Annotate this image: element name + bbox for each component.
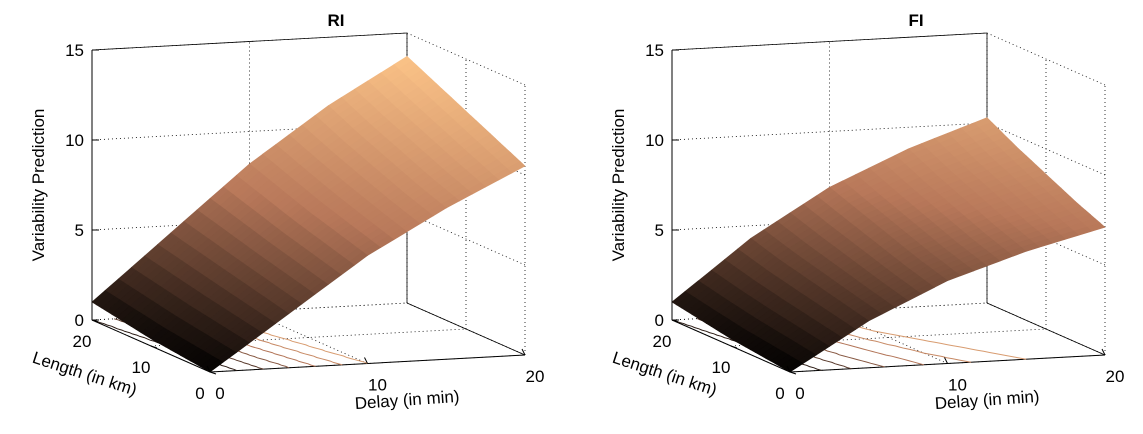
x-tick-mark	[944, 357, 948, 364]
x-tick-label: 10	[368, 376, 387, 395]
zgrid-back-wall	[671, 212, 988, 231]
y-tick-label: 10	[132, 358, 151, 377]
z-tick-label: 15	[645, 41, 664, 60]
xgrid-floor	[249, 311, 368, 364]
y-tick-mark	[789, 371, 797, 375]
x-tick-label: 0	[215, 384, 224, 403]
x-tick-label: 20	[1106, 367, 1125, 386]
x-tick-label: 0	[795, 384, 804, 403]
z-axis-label: Variability Prediction	[609, 109, 628, 262]
z-tick-label: 15	[65, 41, 84, 60]
x-tick-mark	[364, 357, 368, 364]
x-tick-mark	[786, 365, 791, 373]
x-tick-mark	[1101, 348, 1106, 356]
y-tick-mark	[91, 319, 99, 323]
box-edge-floor	[406, 302, 526, 356]
zgrid-back-wall	[91, 122, 408, 141]
y-tick-mark	[150, 345, 158, 349]
surface-patch	[204, 359, 224, 373]
chart-title: FI	[908, 11, 923, 30]
x-tick-mark	[206, 365, 211, 373]
y-tick-label: 20	[73, 332, 92, 351]
y-tick-label: 0	[775, 384, 784, 403]
xgrid-floor	[829, 311, 948, 364]
z-tick-label: 10	[65, 131, 84, 150]
box-edge-top	[91, 32, 408, 51]
y-tick-mark	[671, 319, 679, 323]
y-axis-label: Length (in km)	[30, 348, 139, 400]
x-tick-label: 20	[526, 367, 545, 386]
z-tick-label: 0	[655, 311, 664, 330]
chart-title: RI	[328, 11, 345, 30]
surface	[671, 117, 1106, 373]
y-tick-label: 10	[712, 358, 731, 377]
zgrid-side-wall	[406, 32, 526, 86]
zgrid-back-wall	[671, 122, 988, 141]
y-tick-mark	[730, 345, 738, 349]
y-tick-label: 0	[195, 384, 204, 403]
z-axis-label: Variability Prediction	[29, 109, 48, 262]
box-edge-top	[671, 32, 988, 51]
surface-patch	[784, 360, 804, 373]
box-edge-floor	[986, 302, 1106, 356]
x-tick-mark	[521, 348, 526, 356]
x-tick-label: 10	[948, 376, 967, 395]
z-tick-label: 0	[75, 311, 84, 330]
z-tick-label: 5	[655, 221, 664, 240]
z-tick-label: 10	[645, 131, 664, 150]
zgrid-side-wall	[406, 212, 526, 266]
y-axis-label: Length (in km)	[610, 348, 719, 400]
y-tick-mark	[209, 371, 217, 375]
surface	[91, 56, 526, 373]
y-tick-label: 20	[653, 332, 672, 351]
z-tick-label: 5	[75, 221, 84, 240]
zgrid-side-wall	[986, 32, 1106, 86]
zgrid-back-wall	[91, 212, 408, 231]
